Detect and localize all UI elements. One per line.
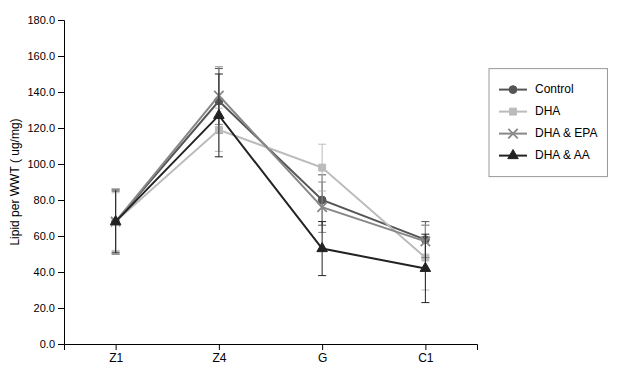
marker [317, 243, 328, 252]
series [110, 74, 430, 303]
y-tick: 180.0 [27, 14, 64, 26]
y-tick-mark [58, 128, 64, 129]
y-tick: 120.0 [27, 122, 64, 134]
series [112, 108, 430, 290]
plot-area: 0.0 20.0 40.0 60.0 80.0 100.0 120.0 140.0 160.0 1… [27, 14, 477, 365]
y-tick-label: 140.0 [27, 86, 55, 98]
y-tick-label: 0.0 [40, 338, 55, 350]
series-line [116, 96, 426, 242]
x-tick-label: G [318, 351, 327, 365]
marker [420, 262, 431, 271]
y-tick-label: 20.0 [34, 302, 55, 314]
legend: Control DHA DHA & EPA DHA & AA [489, 69, 607, 177]
y-tick-mark [58, 92, 64, 93]
legend-item: DHA & EPA [499, 126, 597, 140]
y-tick-label: 80.0 [34, 194, 55, 206]
y-tick: 140.0 [27, 86, 64, 98]
legend-label: Control [535, 82, 574, 96]
y-tick-mark [58, 272, 64, 273]
marker [110, 216, 121, 225]
series [112, 69, 430, 258]
series [111, 67, 430, 258]
y-tick: 0.0 [40, 338, 64, 350]
chart-svg: 0.0 20.0 40.0 60.0 80.0 100.0 120.0 140.0 160.0 1… [0, 0, 627, 384]
series-line [116, 101, 426, 240]
y-tick-label: 40.0 [34, 266, 55, 278]
y-tick-mark [58, 164, 64, 165]
y-tick: 160.0 [27, 50, 64, 62]
y-tick-label: 100.0 [27, 158, 55, 170]
x-tick: Z4 [212, 344, 226, 365]
y-tick-mark [58, 56, 64, 57]
y-tick: 20.0 [34, 302, 64, 314]
x-tick-mark [425, 344, 426, 350]
legend-marker [510, 108, 517, 115]
legend-frame [489, 69, 607, 177]
series-line [116, 115, 426, 268]
y-tick: 60.0 [34, 230, 64, 242]
y-tick-label: 180.0 [27, 14, 55, 26]
x-tick-label: C1 [418, 351, 434, 365]
y-axis-title: Lipid per WWT ( ug/mg) [8, 118, 22, 245]
y-axis-line [58, 21, 65, 345]
y-tick-label: 120.0 [27, 122, 55, 134]
legend-marker [508, 129, 517, 138]
x-tick-mark [116, 344, 117, 350]
legend-item: Control [499, 82, 574, 96]
legend-item: DHA [499, 104, 560, 118]
y-axis: 0.0 20.0 40.0 60.0 80.0 100.0 120.0 140.0 160.0 1… [27, 14, 64, 350]
legend-label: DHA [535, 104, 560, 118]
x-tick: C1 [418, 344, 434, 365]
legend-marker [508, 150, 519, 159]
x-tick-label: Z1 [109, 351, 123, 365]
legend-label: DHA & AA [535, 148, 590, 162]
y-tick: 40.0 [34, 266, 64, 278]
y-tick-mark [58, 20, 64, 21]
legend-label: DHA & EPA [535, 126, 597, 140]
y-tick-mark [58, 308, 64, 309]
marker [214, 109, 225, 118]
y-tick: 80.0 [34, 194, 64, 206]
y-tick-mark [58, 236, 64, 237]
x-axis-line [65, 345, 478, 351]
x-tick-label: Z4 [212, 351, 226, 365]
series-line [116, 130, 426, 258]
x-tick: Z1 [109, 344, 123, 365]
y-tick-label: 160.0 [27, 50, 55, 62]
legend-item: DHA & AA [499, 148, 590, 162]
legend-marker [509, 86, 517, 94]
x-axis: Z1 Z4 G C1 [65, 344, 478, 365]
x-tick-mark [219, 344, 220, 350]
marks [110, 67, 430, 303]
y-tick-mark [58, 344, 64, 345]
chart-container: 0.0 20.0 40.0 60.0 80.0 100.0 120.0 140.0 160.0 1… [0, 0, 627, 384]
y-tick-label: 60.0 [34, 230, 55, 242]
x-tick-mark [322, 344, 323, 350]
y-tick-mark [58, 200, 64, 201]
marker [319, 164, 326, 171]
y-tick: 100.0 [27, 158, 64, 170]
x-tick: G [318, 344, 327, 365]
marker [317, 202, 326, 211]
